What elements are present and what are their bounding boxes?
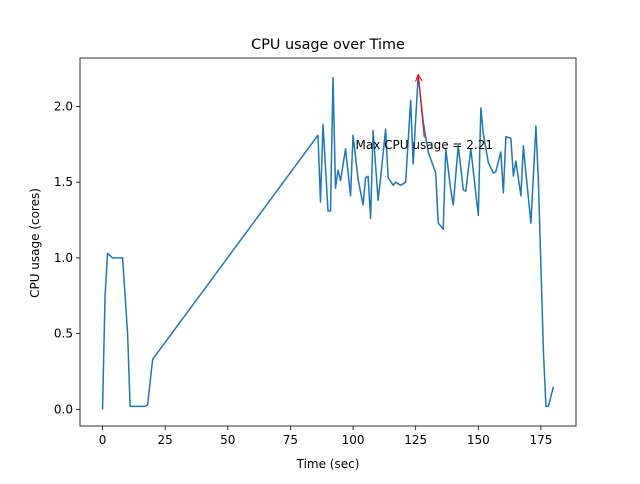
x-tick-label: 0 (99, 433, 107, 447)
x-tick-label: 100 (342, 433, 365, 447)
annotation-text: Max CPU usage = 2.21 (356, 138, 493, 152)
y-tick-label: 1.0 (54, 251, 73, 265)
y-tick-label: 1.5 (54, 175, 73, 189)
annotation-arrow (418, 75, 425, 138)
x-tick-label: 150 (467, 433, 490, 447)
x-tick-label: 50 (220, 433, 235, 447)
x-axis-label: Time (sec) (296, 457, 360, 471)
y-tick-label: 0.0 (54, 402, 73, 416)
y-tick-label: 2.0 (54, 99, 73, 113)
y-tick-label: 0.5 (54, 327, 73, 341)
x-tick-label: 125 (404, 433, 427, 447)
y-axis-label: CPU usage (cores) (28, 188, 42, 298)
chart-title: CPU usage over Time (251, 37, 405, 53)
plot-frame (79, 57, 577, 427)
x-tick-label: 25 (158, 433, 173, 447)
x-tick-label: 175 (529, 433, 552, 447)
data-line (101, 73, 555, 410)
x-tick-label: 75 (283, 433, 298, 447)
